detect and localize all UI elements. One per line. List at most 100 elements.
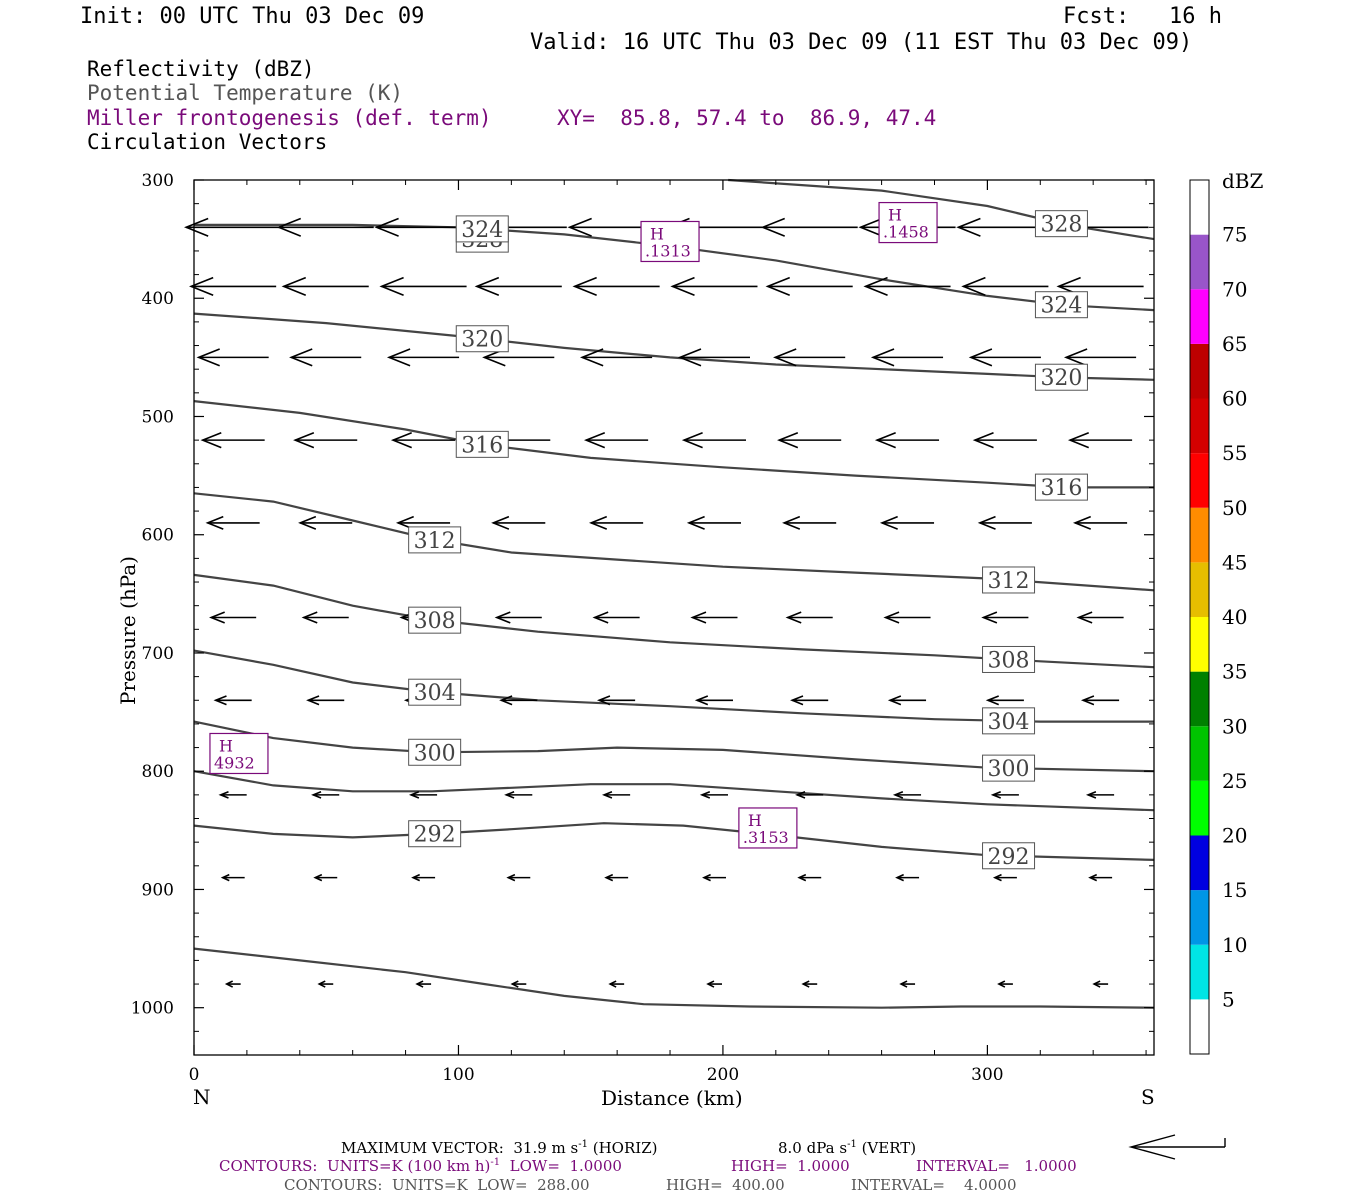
circulation-vector: [795, 791, 824, 799]
colorbar-frame: [1189, 179, 1210, 1055]
circulation-vector: [411, 873, 436, 882]
circulation-vector: [588, 515, 644, 530]
legend-miller: Miller frontogenesis (def. term): [87, 106, 492, 130]
circulation-vector: [1067, 431, 1133, 449]
svg-text:H: H: [888, 206, 902, 225]
contour-label-308: 308: [408, 606, 462, 634]
theta-contour-328: [728, 178, 1155, 241]
contour-label-300: 300: [982, 754, 1036, 782]
circulation-vector: [1080, 695, 1120, 706]
circulation-vector: [706, 980, 722, 988]
circulation-vector: [899, 980, 916, 988]
svg-text:292: 292: [988, 845, 1030, 870]
theta-contour-324: [194, 223, 1155, 312]
circulation-vector: [184, 217, 282, 237]
circulation-vector: [281, 276, 369, 296]
svg-text:328: 328: [1040, 213, 1082, 238]
circulation-vector: [579, 348, 653, 367]
theta-contours: [193, 178, 1155, 1009]
svg-text:316: 316: [1040, 476, 1082, 501]
contour-label-324: 324: [1034, 291, 1088, 319]
contour-label-300: 300: [408, 738, 462, 766]
circulation-vector: [981, 611, 1029, 624]
colorbar-band: [1190, 289, 1209, 344]
circulation-vector: [390, 431, 456, 449]
colorbar-band: [1190, 890, 1209, 945]
colorbar-tick-label: 20: [1222, 824, 1247, 848]
circulation-vector: [196, 348, 269, 367]
svg-text:4932: 4932: [214, 753, 255, 772]
theta-contour-288: [193, 947, 1155, 1009]
circulation-vector: [213, 695, 252, 706]
colorbar-band: [1190, 726, 1209, 781]
circulation-vector: [790, 695, 829, 706]
footer-contours-theta-high: HIGH= 400.00: [666, 1176, 785, 1194]
circulation-vector: [1072, 515, 1128, 530]
footer-contours-frontogenesis: CONTOURS: UNITS=K (100 km h)-1 LOW= 1.00…: [219, 1157, 622, 1175]
colorbar-band: [1190, 453, 1209, 508]
circulation-vector: [874, 431, 940, 449]
contour-label-316: 316: [1034, 473, 1088, 501]
contour-label-324: 324: [455, 215, 509, 243]
circulation-vector: [895, 873, 920, 882]
axes: 0 100 200 300 300 400 500 600 700 800 900 1000: [131, 171, 1154, 1085]
circulation-vector: [677, 348, 750, 367]
svg-text:.1313: .1313: [645, 241, 691, 260]
valid-time: Valid: 16 UTC Thu 03 Dec 09 (11 EST Thu …: [530, 30, 1193, 55]
colorbar-tick-label: 70: [1222, 277, 1247, 301]
y-tick-label: 500: [142, 407, 174, 427]
circulation-vector: [870, 348, 944, 367]
circulation-vector: [601, 791, 631, 799]
contour-label-304: 304: [982, 707, 1036, 735]
forecast-hour: Fcst: 16 h: [1063, 4, 1222, 29]
circulation-vector: [961, 276, 1049, 296]
circulation-vector: [386, 348, 460, 367]
contour-label-320: 320: [455, 325, 509, 353]
circulation-vector: [702, 873, 726, 882]
colorbar-tick-label: 40: [1222, 605, 1247, 629]
circulation-vector: [311, 791, 340, 799]
dbz-colorbar: 5 10 15 20 25 30 35 40 45 50 55 60 65 70 75: [1189, 179, 1247, 1055]
footer-max-vector-vert: 8.0 dPa s-1 (VERT): [778, 1139, 917, 1157]
circulation-vector: [681, 431, 746, 449]
svg-text:304: 304: [988, 710, 1030, 735]
y-tick-label: 300: [142, 171, 174, 191]
circulation-vector: [686, 515, 741, 530]
circulation-vector: [797, 873, 822, 882]
contour-label-316: 316: [455, 430, 509, 458]
init-time: Init: 00 UTC Thu 03 Dec 09: [80, 4, 425, 29]
contour-labels: 3283283243243203203163163123123083083043…: [408, 210, 1088, 870]
circulation-vector: [415, 980, 432, 988]
legend-reflectivity: Reflectivity (dBZ): [87, 57, 315, 81]
circulation-vector: [997, 980, 1013, 988]
circulation-vector: [317, 980, 334, 988]
circulation-vector: [474, 276, 562, 296]
circulation-vector: [760, 217, 858, 237]
colorbar-band: [1190, 671, 1209, 727]
svg-text:324: 324: [461, 218, 503, 243]
circulation-vector: [298, 515, 353, 530]
circulation-vector: [499, 695, 538, 706]
svg-text:308: 308: [414, 609, 456, 634]
circulation-vector: [408, 791, 438, 799]
north-label: N: [193, 1085, 211, 1109]
theta-contour-296: [193, 770, 1155, 812]
colorbar-tick-label: 5: [1222, 987, 1235, 1011]
svg-text:312: 312: [988, 569, 1030, 594]
circulation-vector: [670, 276, 758, 296]
theta-contour-292: [193, 822, 1155, 861]
circulation-vector: [293, 431, 358, 449]
circulation-vector: [801, 980, 818, 988]
circulation-vector: [690, 611, 738, 624]
circulation-vector: [205, 515, 260, 530]
svg-text:320: 320: [461, 328, 503, 353]
svg-text:308: 308: [988, 648, 1030, 673]
frontogenesis-max: H.1458: [878, 201, 938, 244]
x-tick-label: 100: [442, 1065, 474, 1085]
contour-label-328: 328: [1034, 210, 1088, 238]
circulation-vector: [301, 611, 349, 624]
footer-contours-theta: CONTOURS: UNITS=K LOW= 288.00: [284, 1176, 590, 1194]
y-tick-label: 700: [142, 644, 174, 664]
circulation-vector: [977, 515, 1032, 530]
